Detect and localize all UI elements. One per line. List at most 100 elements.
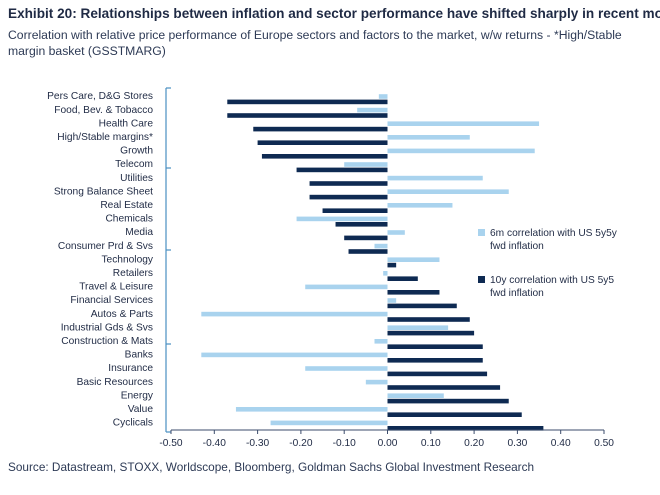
bar-10y [348,249,388,254]
bar-6m [387,175,483,181]
bar-10y [387,303,457,309]
category-label: Insurance [108,363,153,374]
category-label: Utilities [120,173,153,184]
category-label: Strong Balance Sheet [54,186,153,197]
category-label: Growth [120,146,153,157]
bar-6m [387,325,449,330]
legend-swatch-10y [478,276,485,283]
bar-6m [235,407,388,412]
bar-10y [309,194,388,200]
category-label: High/Stable margins* [57,132,153,143]
category-label: Banks [125,350,153,361]
category-label: Financial Services [70,295,153,306]
bar-10y [387,371,488,377]
legend: 6m correlation with US 5y5y fwd inflatio… [478,228,618,299]
bar-6m [387,230,405,235]
x-axis: -0.50 -0.40 -0.30 -0.20 -0.10 0.00 0.10 0.20 0.3… [159,429,614,449]
category-label: Cyclicals [113,418,153,429]
bar-6m [374,339,388,344]
category-label: Chemicals [105,214,153,225]
bar-10y [227,99,388,105]
bar-6m [305,366,388,371]
x-tick-label: -0.50 [159,438,183,449]
category-label: Basic Resources [77,377,153,388]
bar-6m [387,298,397,303]
legend-label-10y-line1: 10y correlation with US 5y5 [490,275,614,286]
x-tick-label: -0.20 [289,438,313,449]
category-label: Telecom [115,159,153,170]
bar-10y [322,208,388,213]
category-label: Health Care [99,118,154,129]
bar-6m [378,94,388,99]
bar-6m [387,393,444,398]
group-brackets [165,87,171,433]
x-tick-label: 0.50 [594,438,614,449]
chart-title: Exhibit 20: Relationships between inflat… [8,6,660,21]
bar-10y [387,290,440,295]
x-tick-label: -0.30 [246,438,270,449]
bar-6m [383,271,388,276]
x-tick-label: 0.20 [464,438,484,449]
chart-subtitle: Correlation with relative price performa… [8,28,622,58]
bar-10y [387,317,470,322]
x-tick-label: 0.00 [378,438,398,449]
bar-6m [387,135,470,140]
legend-swatch-6m [478,229,485,236]
bar-10y [261,154,388,159]
category-label: Construction & Mats [61,336,153,347]
category-label: Real Estate [100,200,153,211]
x-tick-label: -0.10 [333,438,357,449]
bar-6m [201,352,388,358]
x-tick-label: 0.10 [421,438,441,449]
legend-label-10y-line2: fwd inflation [490,288,544,299]
category-label: Technology [101,254,153,265]
category-label: Industrial Gds & Svs [61,322,153,333]
bar-10y [227,113,388,118]
category-label: Value [128,404,154,415]
category-label: Media [125,227,153,238]
bar-6m [387,189,509,194]
bar-10y [335,222,388,227]
bar-6m [344,162,388,167]
bar-10y [387,358,483,363]
bar-10y [387,398,509,404]
bar-6m [365,379,388,385]
bar-6m [387,203,453,208]
bar-6m [201,311,388,317]
bar-6m [387,257,440,262]
category-label: Pers Care, D&G Stores [47,91,153,102]
bar-6m [374,243,388,249]
bar-6m [357,107,388,113]
bar-10y [344,235,388,241]
category-label: Autos & Parts [91,309,153,320]
legend-label-6m-line2: fwd inflation [490,241,544,252]
bar-10y [387,330,475,336]
category-label: Consumer Prd & Svs [58,241,153,252]
bar-10y [309,181,388,186]
bar-10y [296,167,388,173]
bar-10y [387,262,397,268]
bar-6m [387,121,540,126]
bar-6m [296,216,388,222]
x-tick-label: -0.40 [203,438,227,449]
legend-label-6m-line1: 6m correlation with US 5y5y [490,228,618,239]
bar-6m [270,420,388,426]
category-label: Retailers [113,268,153,279]
x-tick-label: 0.30 [507,438,527,449]
category-label: Energy [121,390,154,401]
category-label: Food, Bev. & Tobacco [54,105,153,116]
bar-10y [387,426,544,431]
bar-10y [257,140,388,145]
category-label: Travel & Leisure [79,282,153,293]
bar-10y [253,126,388,132]
bar-6m [305,284,388,290]
bar-6m [387,148,535,154]
bar-10y [387,385,501,390]
bar-10y [387,344,483,349]
category-labels: Pers Care, D&G Stores Food, Bev. & Tobacc… [47,91,154,428]
x-tick-label: 0.40 [551,438,571,449]
bar-10y [387,276,418,281]
bar-10y [387,412,522,417]
bars [201,94,544,431]
